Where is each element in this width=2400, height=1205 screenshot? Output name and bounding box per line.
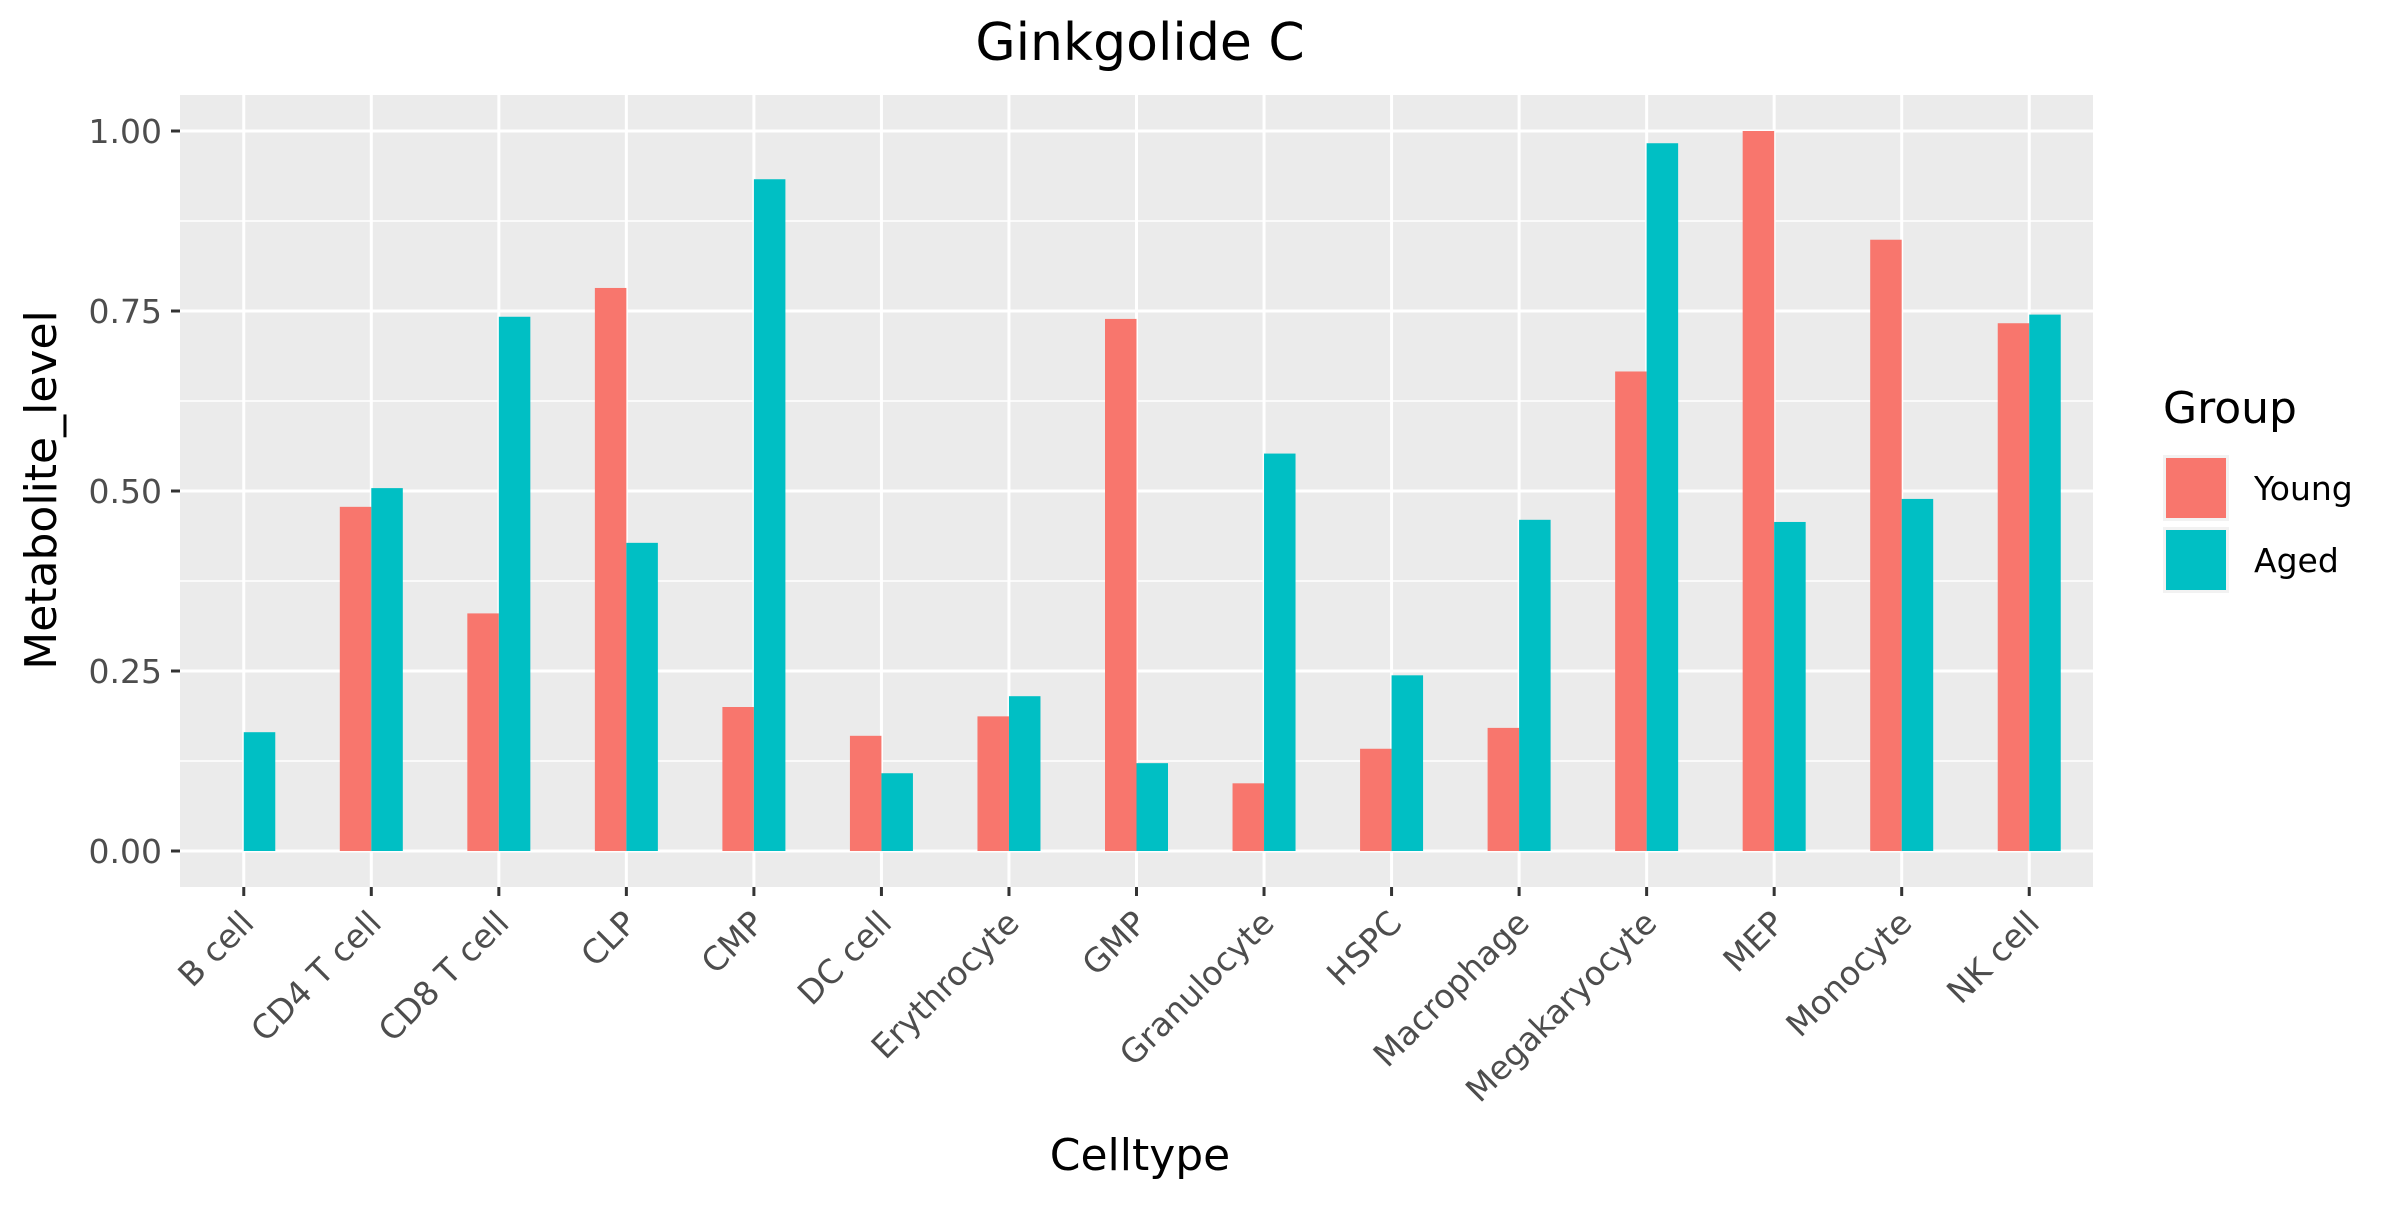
legend-key-young — [2166, 458, 2226, 518]
legend: Young Aged — [2163, 455, 2353, 593]
bar-aged — [1136, 763, 1168, 851]
legend-key-aged — [2166, 530, 2226, 590]
x-tick-label: CD8 T cell — [371, 903, 517, 1049]
bar-young — [1997, 323, 2030, 851]
x-tick-label: CLP — [573, 903, 644, 974]
bar-young — [1105, 318, 1137, 851]
y-tick-label: 0.75 — [89, 292, 162, 331]
legend-label-young: Young — [2253, 469, 2353, 508]
x-tick-label: Monocyte — [1778, 903, 1919, 1044]
x-tick-label: MEP — [1715, 903, 1792, 980]
bar-aged — [498, 316, 531, 851]
bar-aged — [1901, 498, 1934, 851]
bar-aged — [243, 732, 276, 851]
y-tick-label: 0.00 — [89, 832, 162, 871]
bar-aged — [1646, 143, 1679, 852]
bar-aged — [626, 542, 658, 851]
bar-young — [339, 506, 372, 851]
bar-young — [1360, 748, 1392, 851]
bar-young — [1232, 783, 1265, 851]
bar-aged — [1774, 521, 1806, 851]
x-tick-label: CMP — [693, 903, 771, 981]
x-tick-label: HSPC — [1319, 903, 1409, 993]
x-axis-title: Celltype — [1050, 1130, 1231, 1181]
bar-young — [1870, 239, 1902, 852]
x-tick-label: B cell — [170, 903, 261, 994]
x-tick-label: GMP — [1074, 903, 1154, 983]
bar-young — [977, 716, 1009, 851]
bar-aged — [753, 179, 786, 852]
bar-aged — [1519, 519, 1551, 851]
bar-aged — [371, 488, 403, 851]
x-tick-label: CD4 T cell — [243, 903, 389, 1049]
bar-young — [594, 287, 627, 852]
bar-young — [722, 707, 754, 851]
bar-young — [1487, 727, 1520, 851]
y-tick-label: 1.00 — [89, 112, 162, 151]
legend-label-aged: Aged — [2254, 541, 2339, 580]
bar-aged — [881, 773, 913, 851]
bar-aged — [2029, 314, 2061, 852]
y-tick-label: 0.50 — [89, 472, 162, 511]
bar-young — [849, 735, 882, 851]
bar-young — [1615, 371, 1647, 851]
x-tick-label: DC cell — [790, 903, 899, 1012]
x-tick-label: NK cell — [1939, 903, 2047, 1011]
bar-aged — [1264, 453, 1296, 851]
y-axis-title: Metabolite_level — [16, 310, 67, 670]
bar-aged — [1008, 696, 1041, 851]
bar-aged — [1391, 675, 1424, 851]
y-tick-label: 0.25 — [89, 652, 162, 691]
chart-title: Ginkgolide C — [975, 13, 1304, 73]
bar-young — [467, 613, 499, 851]
legend-title: Group — [2163, 383, 2297, 434]
bar-young — [1742, 131, 1775, 851]
